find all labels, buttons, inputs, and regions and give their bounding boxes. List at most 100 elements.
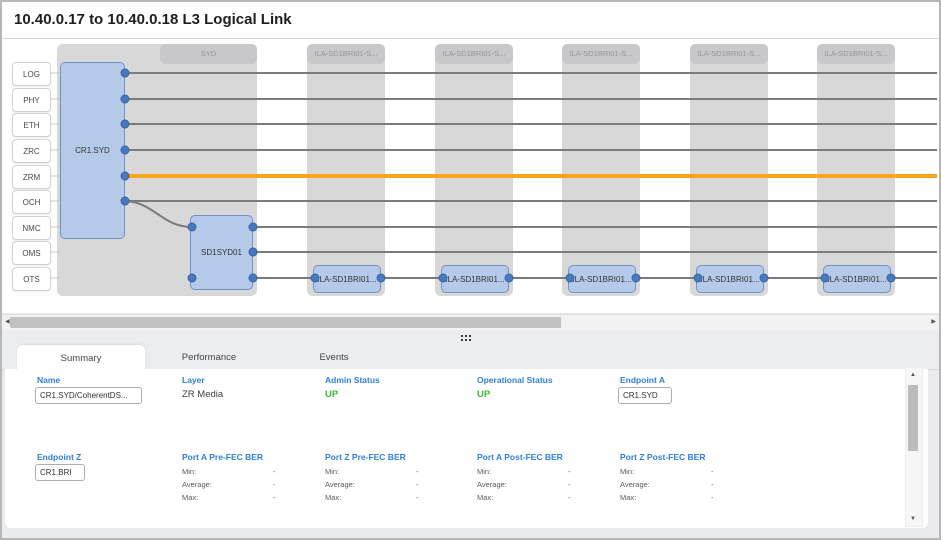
node-sd1syd01[interactable]: SD1SYD01 [190, 215, 253, 290]
ber-stat-row: Min: - [182, 467, 312, 476]
column-ila-5 [817, 44, 895, 296]
ber-stat-row: Average: - [325, 480, 455, 489]
title-bar: 10.40.0.17 to 10.40.0.18 L3 Logical Link [2, 2, 939, 39]
node-ila-4[interactable]: ILA-SD1BRI01... [696, 265, 764, 293]
layer-value: ZR Media [182, 389, 224, 400]
layer-chip-zrm[interactable]: ZRM [12, 165, 51, 189]
scroll-down-icon[interactable]: ▼ [910, 516, 916, 522]
column-header: ILA-SD1BRI01-S... [307, 44, 385, 64]
ber-stat-label: Max: [182, 493, 199, 502]
ber-stat-row: Max: - [182, 493, 312, 502]
ber-stat-value: - [711, 480, 714, 489]
column-header: SYD [160, 44, 257, 64]
horizontal-scrollbar-thumb[interactable] [10, 317, 561, 328]
ber-group-title: Port A Pre-FEC BER [182, 452, 264, 462]
ber-stat-label: Average: [325, 480, 355, 489]
column-ila-2 [435, 44, 513, 296]
tab-events-label: Events [319, 351, 349, 363]
ber-stat-value: - [416, 493, 419, 502]
ber-stat-row: Min: - [620, 467, 750, 476]
layer-chip-log[interactable]: LOG [12, 62, 51, 86]
scroll-right-icon[interactable]: ▶ [931, 319, 936, 325]
ber-stat-label: Max: [477, 493, 494, 502]
ber-stat-row: Max: - [325, 493, 455, 502]
layer-chip-oms[interactable]: OMS [12, 241, 51, 265]
ber-stat-value: - [273, 493, 276, 502]
operational-status-label: Operational Status [477, 375, 553, 385]
vertical-scrollbar[interactable]: ▲ ▼ [905, 367, 923, 527]
ber-stat-row: Average: - [620, 480, 750, 489]
panel-splitter[interactable] [2, 330, 939, 345]
ber-group-title: Port A Post-FEC BER [477, 452, 563, 462]
column-header: ILA-SD1BRI01-S... [817, 44, 895, 64]
ber-stat-label: Average: [620, 480, 650, 489]
ber-stat-value: - [711, 493, 714, 502]
ber-stat-row: Max: - [477, 493, 607, 502]
ber-stat-row: Average: - [182, 480, 312, 489]
layer-chip-och[interactable]: OCH [12, 190, 51, 214]
page-title: 10.40.0.17 to 10.40.0.18 L3 Logical Link [14, 11, 292, 28]
tab-events[interactable]: Events [273, 345, 395, 369]
node-ila-2[interactable]: ILA-SD1BRI01... [441, 265, 509, 293]
column-header: ILA-SD1BRI01-S... [435, 44, 513, 64]
endpoint-z-field[interactable]: CR1.BRI [35, 464, 85, 481]
column-ila-1 [307, 44, 385, 296]
scroll-up-icon[interactable]: ▲ [910, 372, 916, 378]
node-ila-3[interactable]: ILA-SD1BRI01... [568, 265, 636, 293]
name-label: Name [37, 375, 61, 385]
ber-stat-value: - [711, 467, 714, 476]
endpoint-a-field[interactable]: CR1.SYD [618, 387, 672, 404]
column-header: ILA-SD1BRI01-S... [562, 44, 640, 64]
layer-chip-ots[interactable]: OTS [12, 267, 51, 291]
ber-stat-label: Max: [620, 493, 637, 502]
tab-summary-label: Summary [60, 352, 102, 364]
layer-chip-zrc[interactable]: ZRC [12, 139, 51, 163]
horizontal-scrollbar[interactable]: ◀ ▶ [2, 314, 939, 331]
layer-chip-eth[interactable]: ETH [12, 113, 51, 137]
ber-stat-label: Max: [325, 493, 342, 502]
ber-group-4: Port Z Post-FEC BER Min: - Average: - Max: - [620, 452, 750, 502]
ber-stat-label: Min: [325, 467, 340, 476]
tab-strip: Summary Performance Events [2, 345, 939, 371]
ber-group-1: Port A Pre-FEC BER Min: - Average: - Max: - [182, 452, 312, 502]
operational-status-value: UP [477, 389, 491, 400]
ber-stat-row: Average: - [477, 480, 607, 489]
column-header: ILA-SD1BRI01-S... [690, 44, 768, 64]
tab-summary[interactable]: Summary [17, 345, 145, 371]
topology-panel: SYD ILA-SD1BRI01-S... ILA-SD1BRI01-S... ILA… [2, 39, 939, 313]
ber-stat-value: - [568, 493, 571, 502]
ber-group-3: Port A Post-FEC BER Min: - Average: - Max: - [477, 452, 607, 502]
ber-stat-value: - [273, 480, 276, 489]
name-field[interactable]: CR1.SYD/CoherentDS... [35, 387, 142, 404]
ber-stat-label: Min: [620, 467, 635, 476]
ber-stat-row: Min: - [325, 467, 455, 476]
node-ila-1[interactable]: ILA-SD1BRI01... [313, 265, 381, 293]
admin-status-value: UP [325, 389, 339, 400]
column-ila-4 [690, 44, 768, 296]
tab-performance-label: Performance [181, 351, 237, 363]
column-ila-3 [562, 44, 640, 296]
tab-performance[interactable]: Performance [145, 345, 273, 369]
node-ila-5[interactable]: ILA-SD1BRI01... [823, 265, 891, 293]
layer-label: Layer [182, 375, 205, 385]
ber-group-title: Port Z Pre-FEC BER [325, 452, 406, 462]
vertical-scrollbar-thumb[interactable] [908, 385, 918, 451]
endpoint-a-label: Endpoint A [620, 375, 666, 385]
ber-stat-row: Max: - [620, 493, 750, 502]
ber-stat-value: - [568, 480, 571, 489]
layer-chip-nmc[interactable]: NMC [12, 216, 51, 240]
ber-stat-value: - [568, 467, 571, 476]
ber-stat-row: Min: - [477, 467, 607, 476]
ber-group-title: Port Z Post-FEC BER [620, 452, 706, 462]
ber-stat-label: Min: [182, 467, 197, 476]
ber-group-2: Port Z Pre-FEC BER Min: - Average: - Max: - [325, 452, 455, 502]
scroll-left-icon[interactable]: ◀ [5, 319, 10, 325]
layer-chip-phy[interactable]: PHY [12, 88, 51, 112]
ber-stat-label: Average: [182, 480, 212, 489]
ber-stat-value: - [416, 467, 419, 476]
ber-stat-label: Min: [477, 467, 492, 476]
ber-stat-value: - [416, 480, 419, 489]
splitter-grip-icon[interactable] [461, 335, 463, 337]
node-cr1-syd[interactable]: CR1.SYD [60, 62, 125, 239]
